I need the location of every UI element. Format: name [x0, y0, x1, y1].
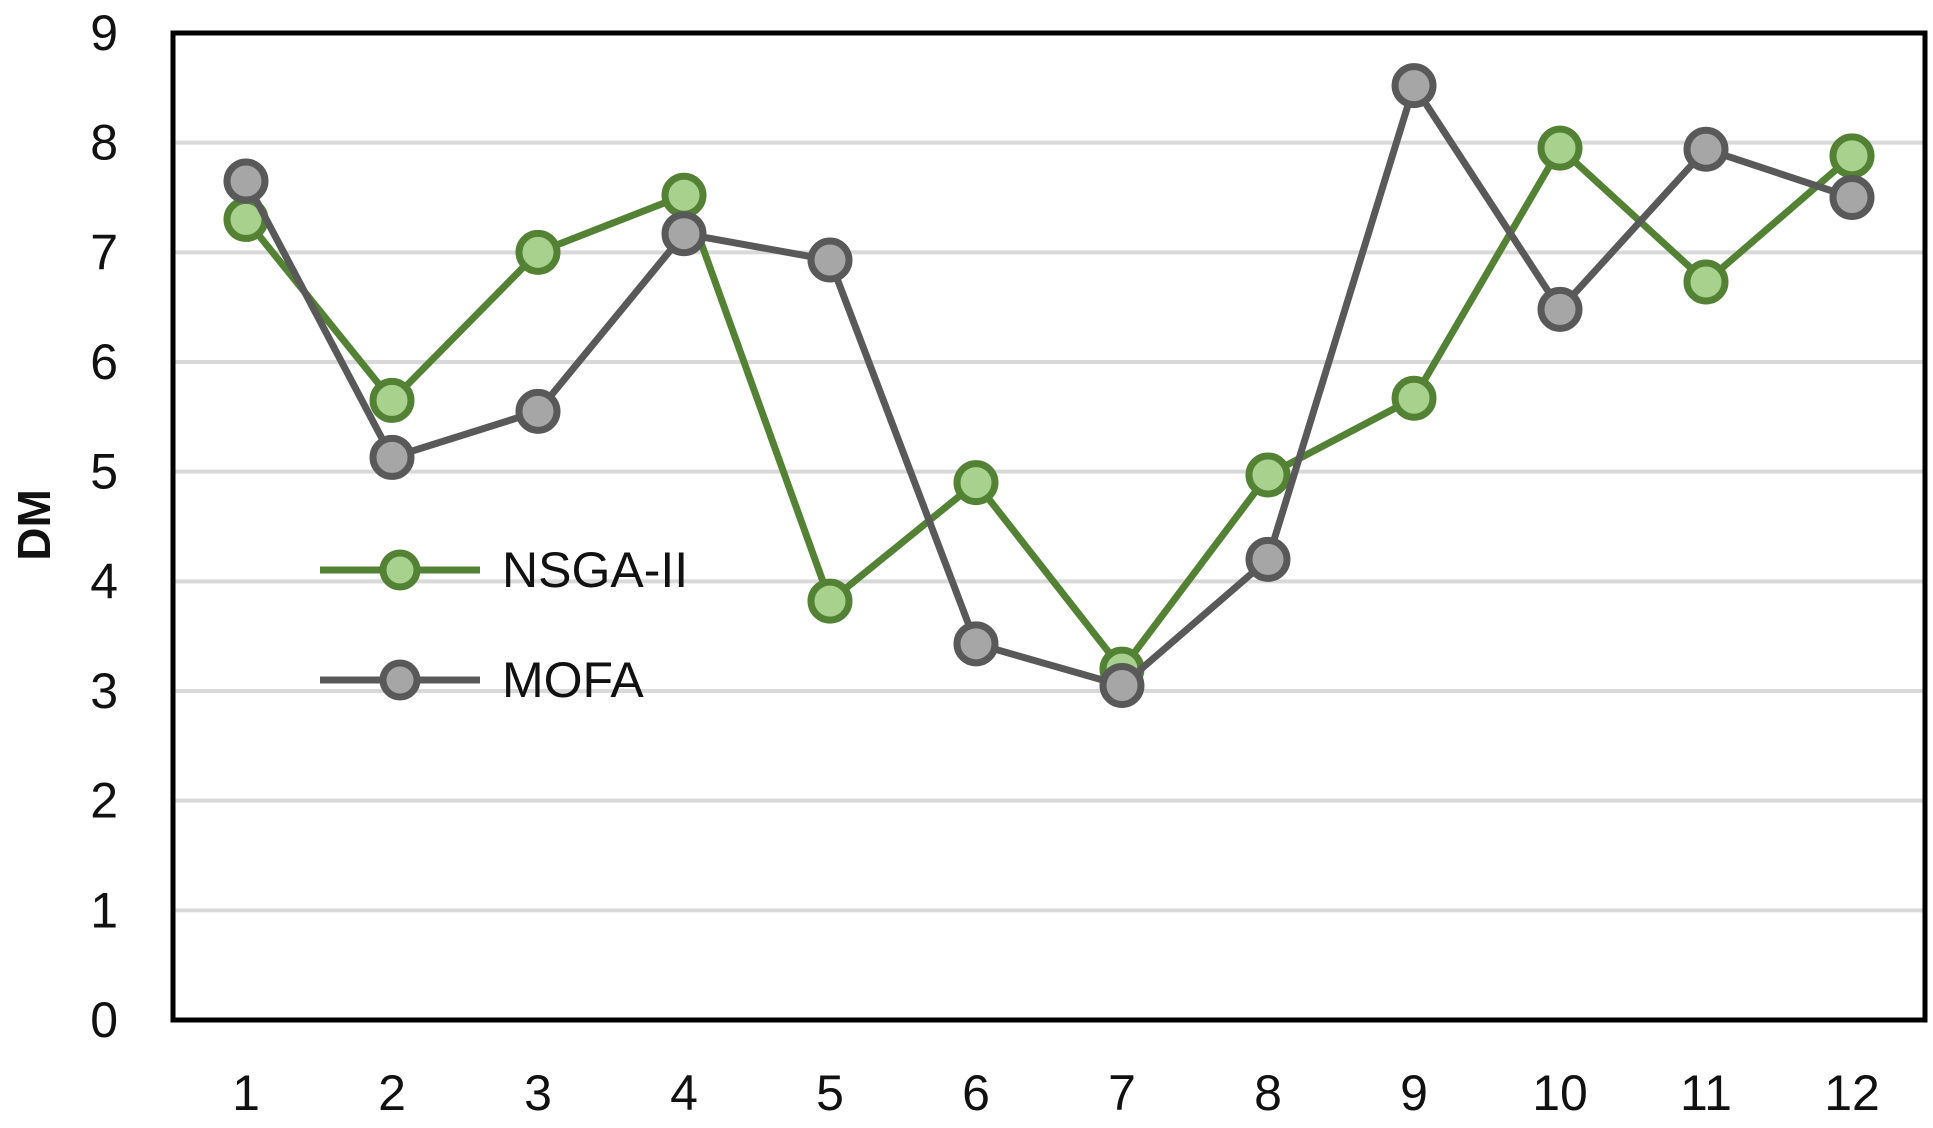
x-tick-label-12: 12 — [1824, 1065, 1880, 1121]
y-tick-label-1: 1 — [90, 882, 118, 938]
series-line-mofa — [242, 82, 1856, 689]
x-tick-label-10: 10 — [1532, 1065, 1588, 1121]
data-point-nsga-ii-4 — [661, 172, 707, 218]
y-tick-label-2: 2 — [90, 773, 118, 829]
y-tick-label-4: 4 — [90, 553, 118, 609]
data-point-mofa-10 — [1537, 286, 1583, 332]
legend-swatch-marker-mofa — [379, 659, 421, 701]
data-point-mofa-8 — [1245, 536, 1291, 582]
data-point-nsga-ii-5 — [807, 578, 853, 624]
y-tick-label-7: 7 — [90, 224, 118, 280]
data-point-mofa-2 — [369, 434, 415, 480]
x-tick-label-8: 8 — [1254, 1065, 1282, 1121]
y-tick-label-8: 8 — [90, 115, 118, 171]
data-point-mofa-12 — [1829, 175, 1875, 220]
x-tick-label-3: 3 — [524, 1065, 552, 1121]
series-layer — [223, 63, 1875, 709]
data-point-mofa-5 — [807, 237, 853, 283]
x-axis-tick-labels: 1 2 3 4 5 6 7 8 9 10 11 12 — [232, 1065, 1880, 1121]
series-mofa — [223, 63, 1875, 709]
data-point-mofa-11 — [1683, 126, 1729, 172]
data-point-nsga-ii-3 — [515, 229, 561, 275]
y-tick-label-6: 6 — [90, 334, 118, 390]
legend-item-nsga-ii: NSGA-II — [320, 542, 688, 598]
y-axis-tick-labels: 0 1 2 3 4 5 6 7 8 9 — [90, 5, 118, 1048]
y-tick-label-9: 9 — [90, 5, 118, 61]
x-tick-label-6: 6 — [962, 1065, 990, 1121]
legend: NSGA-II MOFA — [320, 542, 688, 708]
data-point-mofa-4 — [661, 211, 707, 257]
x-tick-label-11: 11 — [1680, 1065, 1732, 1121]
gridlines — [173, 140, 1925, 913]
x-tick-label-7: 7 — [1108, 1065, 1136, 1121]
data-point-nsga-ii-9 — [1391, 375, 1437, 421]
plot-area — [170, 30, 1928, 1023]
plot-frame — [170, 30, 1928, 1023]
y-axis-title: DM — [8, 489, 60, 561]
data-point-nsga-ii-8 — [1245, 452, 1291, 498]
data-point-mofa-6 — [953, 621, 999, 667]
data-point-nsga-ii-11 — [1683, 259, 1729, 305]
data-point-nsga-ii-6 — [953, 460, 999, 506]
x-tick-label-1: 1 — [232, 1065, 260, 1121]
data-point-nsga-ii-10 — [1537, 125, 1583, 171]
series-line-nsga-ii — [242, 144, 1856, 673]
x-tick-label-2: 2 — [378, 1065, 406, 1121]
y-tick-label-0: 0 — [90, 992, 118, 1048]
y-tick-label-5: 5 — [90, 444, 118, 500]
data-point-mofa-3 — [515, 388, 561, 434]
x-tick-label-4: 4 — [670, 1065, 698, 1121]
data-point-mofa-9 — [1391, 63, 1437, 109]
legend-label-nsga-ii: NSGA-II — [502, 542, 688, 598]
data-point-nsga-ii-2 — [369, 377, 415, 423]
data-point-mofa-1 — [223, 158, 269, 204]
legend-swatch-marker-nsga-ii — [379, 549, 421, 591]
data-point-mofa-7 — [1099, 663, 1145, 709]
x-tick-label-9: 9 — [1400, 1065, 1428, 1121]
legend-item-mofa: MOFA — [320, 652, 644, 708]
legend-label-mofa: MOFA — [502, 652, 644, 708]
y-tick-label-3: 3 — [90, 663, 118, 719]
x-tick-label-5: 5 — [816, 1065, 844, 1121]
series-nsga-ii — [223, 125, 1875, 692]
data-point-nsga-ii-12 — [1829, 133, 1875, 179]
